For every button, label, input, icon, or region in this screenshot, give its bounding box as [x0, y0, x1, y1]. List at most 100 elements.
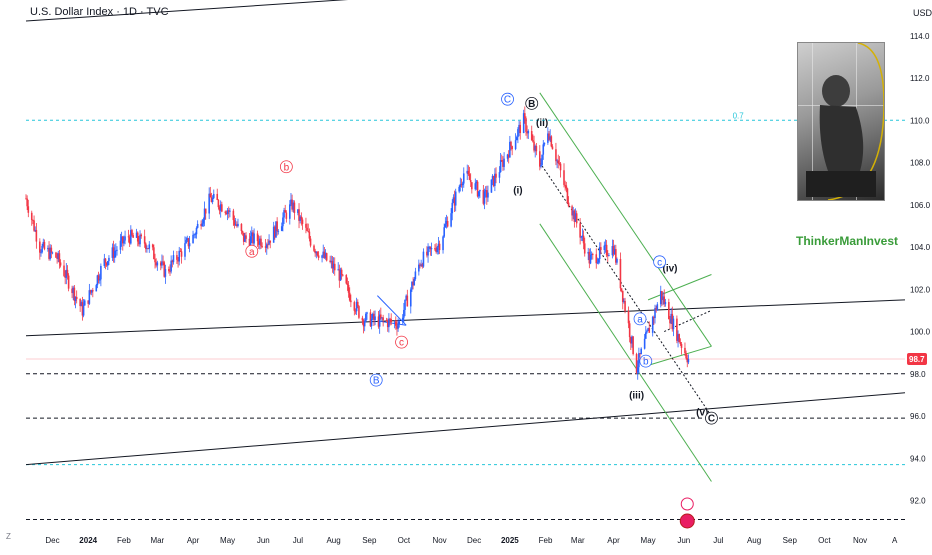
y-tick-label: 102.0 [910, 285, 931, 294]
candle-body [184, 243, 186, 257]
candle-body [145, 243, 147, 249]
candle-body [676, 318, 678, 341]
candle-body [55, 252, 57, 258]
x-tick-label: Oct [818, 536, 831, 545]
x-tick-label: Oct [398, 536, 411, 545]
candle-body [656, 304, 659, 311]
candle-body [580, 236, 583, 238]
candle-body [245, 235, 247, 239]
candle-body [668, 302, 670, 320]
x-tick-label: May [220, 536, 235, 545]
candle-body [630, 337, 632, 344]
candle-body [494, 173, 496, 186]
candle-body [631, 336, 633, 344]
candle-body [598, 247, 601, 260]
wave-circle [369, 373, 383, 387]
candle-body [526, 131, 528, 134]
candle-body [169, 271, 171, 273]
candle-body [533, 141, 535, 151]
candle-body [81, 302, 84, 316]
projection-line [539, 162, 712, 417]
candle-body [426, 251, 428, 256]
candle-body [600, 247, 602, 251]
candle-body [374, 316, 376, 321]
candle-body [259, 238, 261, 245]
trendline [539, 92, 712, 347]
trendline [377, 295, 407, 326]
candle-body [651, 316, 654, 333]
x-tick-label: Sep [362, 536, 377, 545]
candle-body [63, 265, 65, 276]
candle-body [640, 348, 642, 355]
candle-body [635, 354, 638, 373]
candle-body [624, 300, 626, 312]
candle-body [563, 170, 565, 185]
candle-body [385, 320, 388, 321]
zoom-label[interactable]: Z [6, 532, 11, 541]
candle-body [475, 181, 478, 184]
candle-body [442, 236, 444, 251]
candle-body [669, 319, 671, 324]
candle-body [253, 233, 255, 244]
candle-body [240, 223, 243, 231]
candle-body [608, 255, 610, 257]
candle-body [40, 252, 42, 254]
candle-body [333, 263, 336, 271]
candle-body [291, 199, 293, 210]
candle-body [42, 241, 45, 246]
candle-body [105, 262, 108, 266]
candle-body [574, 213, 577, 222]
candle-body [280, 226, 283, 231]
candle-body [277, 230, 280, 232]
candle-body [430, 247, 433, 250]
candle-body [242, 232, 245, 242]
candle-body [71, 288, 73, 294]
candle-body [116, 249, 118, 251]
candle-body [233, 220, 236, 226]
candle-body [611, 246, 614, 256]
candle-body [644, 332, 647, 339]
candle-body [282, 217, 284, 227]
candle-body [420, 264, 422, 266]
candle-body [484, 190, 487, 192]
trendline [539, 223, 712, 482]
candle-body [59, 262, 62, 266]
fib-level-label: 0.7 [733, 111, 745, 120]
candle-body [589, 255, 592, 264]
candle-body [405, 295, 407, 300]
candle-body [202, 219, 205, 224]
candle-body [467, 170, 470, 175]
candle-body [324, 253, 327, 258]
candle-body [325, 253, 328, 261]
candle-body [148, 244, 151, 249]
candle-body [100, 265, 102, 280]
candle-body [39, 241, 41, 253]
x-tick-label: Dec [467, 536, 481, 545]
candle-body [366, 312, 368, 314]
candle-body [113, 250, 116, 258]
x-tick-label: Nov [432, 536, 446, 545]
candle-body [371, 313, 374, 319]
symbol-title[interactable]: U.S. Dollar Index · 1D · TVC [30, 6, 169, 18]
candle-body [557, 160, 560, 164]
candle-body [370, 318, 373, 327]
x-tick-label: Jul [713, 536, 723, 545]
candle-body [315, 251, 318, 254]
candle-body [172, 255, 175, 263]
candle-body [177, 259, 179, 262]
candle-body [47, 247, 49, 250]
candle-body [289, 204, 291, 219]
wave-circle [705, 411, 718, 425]
candle-body [412, 281, 414, 286]
candle-body [684, 347, 686, 354]
candle-body [491, 175, 494, 180]
wave-label: b [643, 357, 649, 368]
candle-body [490, 179, 493, 193]
candle-body [217, 199, 220, 208]
candle-body [73, 287, 76, 301]
last-price-label: 98.7 [909, 355, 925, 364]
candle-body [67, 275, 70, 289]
candle-body [555, 149, 557, 162]
